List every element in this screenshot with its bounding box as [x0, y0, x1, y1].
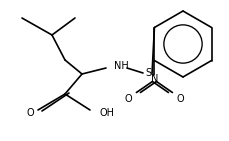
Text: S: S	[145, 68, 151, 78]
Text: O: O	[26, 108, 34, 118]
Text: NH: NH	[114, 61, 129, 71]
Text: O: O	[177, 93, 184, 103]
Text: O: O	[125, 93, 132, 103]
Text: N: N	[151, 73, 158, 83]
Text: OH: OH	[100, 108, 115, 118]
